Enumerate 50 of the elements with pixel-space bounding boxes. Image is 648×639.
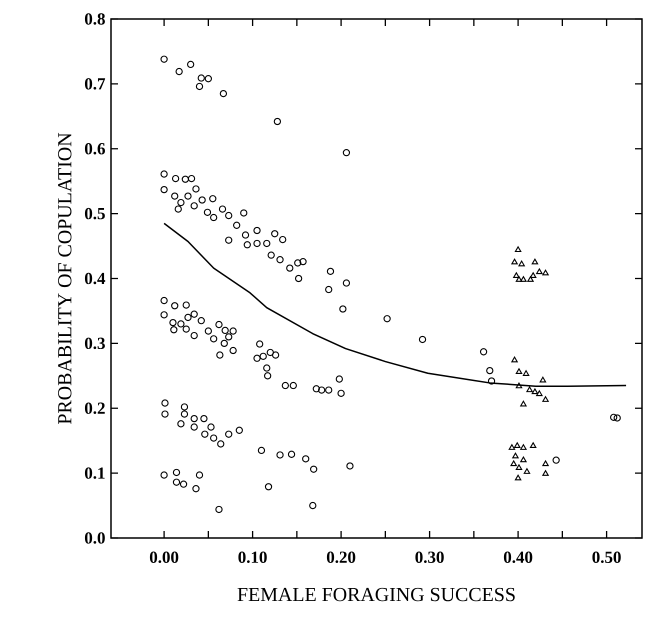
point [514,474,522,480]
point [526,386,533,392]
y-tick-label: 0.5 [84,208,105,220]
point [542,270,549,276]
y-tick-label: 0.2 [84,402,105,414]
point [536,268,543,274]
point [511,356,518,362]
y-tick-label: 0.6 [84,143,105,154]
point [530,272,536,278]
point [532,258,538,264]
point [516,464,522,470]
point [522,370,530,376]
x-tick-label: 0.20 [326,552,356,564]
point [520,444,527,450]
point [536,390,543,396]
x-tick-label: 0.00 [150,552,178,564]
point [510,460,517,466]
point [512,452,519,458]
point [524,468,530,474]
point [514,442,520,448]
point [530,442,536,448]
point [518,260,525,266]
y-tick-label: 0.0 [84,532,105,544]
point [532,388,538,394]
y-tick-label: 0.1 [84,467,105,479]
point [511,258,518,264]
point [513,272,520,278]
point [542,460,549,466]
x-tick-label: 0.30 [415,552,444,564]
point [542,470,549,476]
y-tick-label: 0.3 [84,338,105,350]
point [542,396,549,402]
point [540,376,546,382]
x-tick-label: 0.40 [504,552,532,564]
y-axis-title: PROBABILITY OF COPULATION [58,132,72,424]
x-tick-label: 0.50 [592,552,621,564]
point [527,276,534,282]
y-tick-label: 0.4 [84,272,106,284]
x-tick-label: 0.10 [238,552,267,564]
x-axis-title: FEMALE FORAGING SUCCESS [238,588,515,602]
point [516,382,522,388]
y-tick-label: 0.8 [84,13,105,25]
point [516,368,522,374]
point [520,276,527,282]
point [516,276,522,282]
point [514,246,522,252]
point [520,400,527,406]
point [508,444,516,450]
point [520,456,527,462]
y-tick-label: 0.7 [84,78,106,90]
